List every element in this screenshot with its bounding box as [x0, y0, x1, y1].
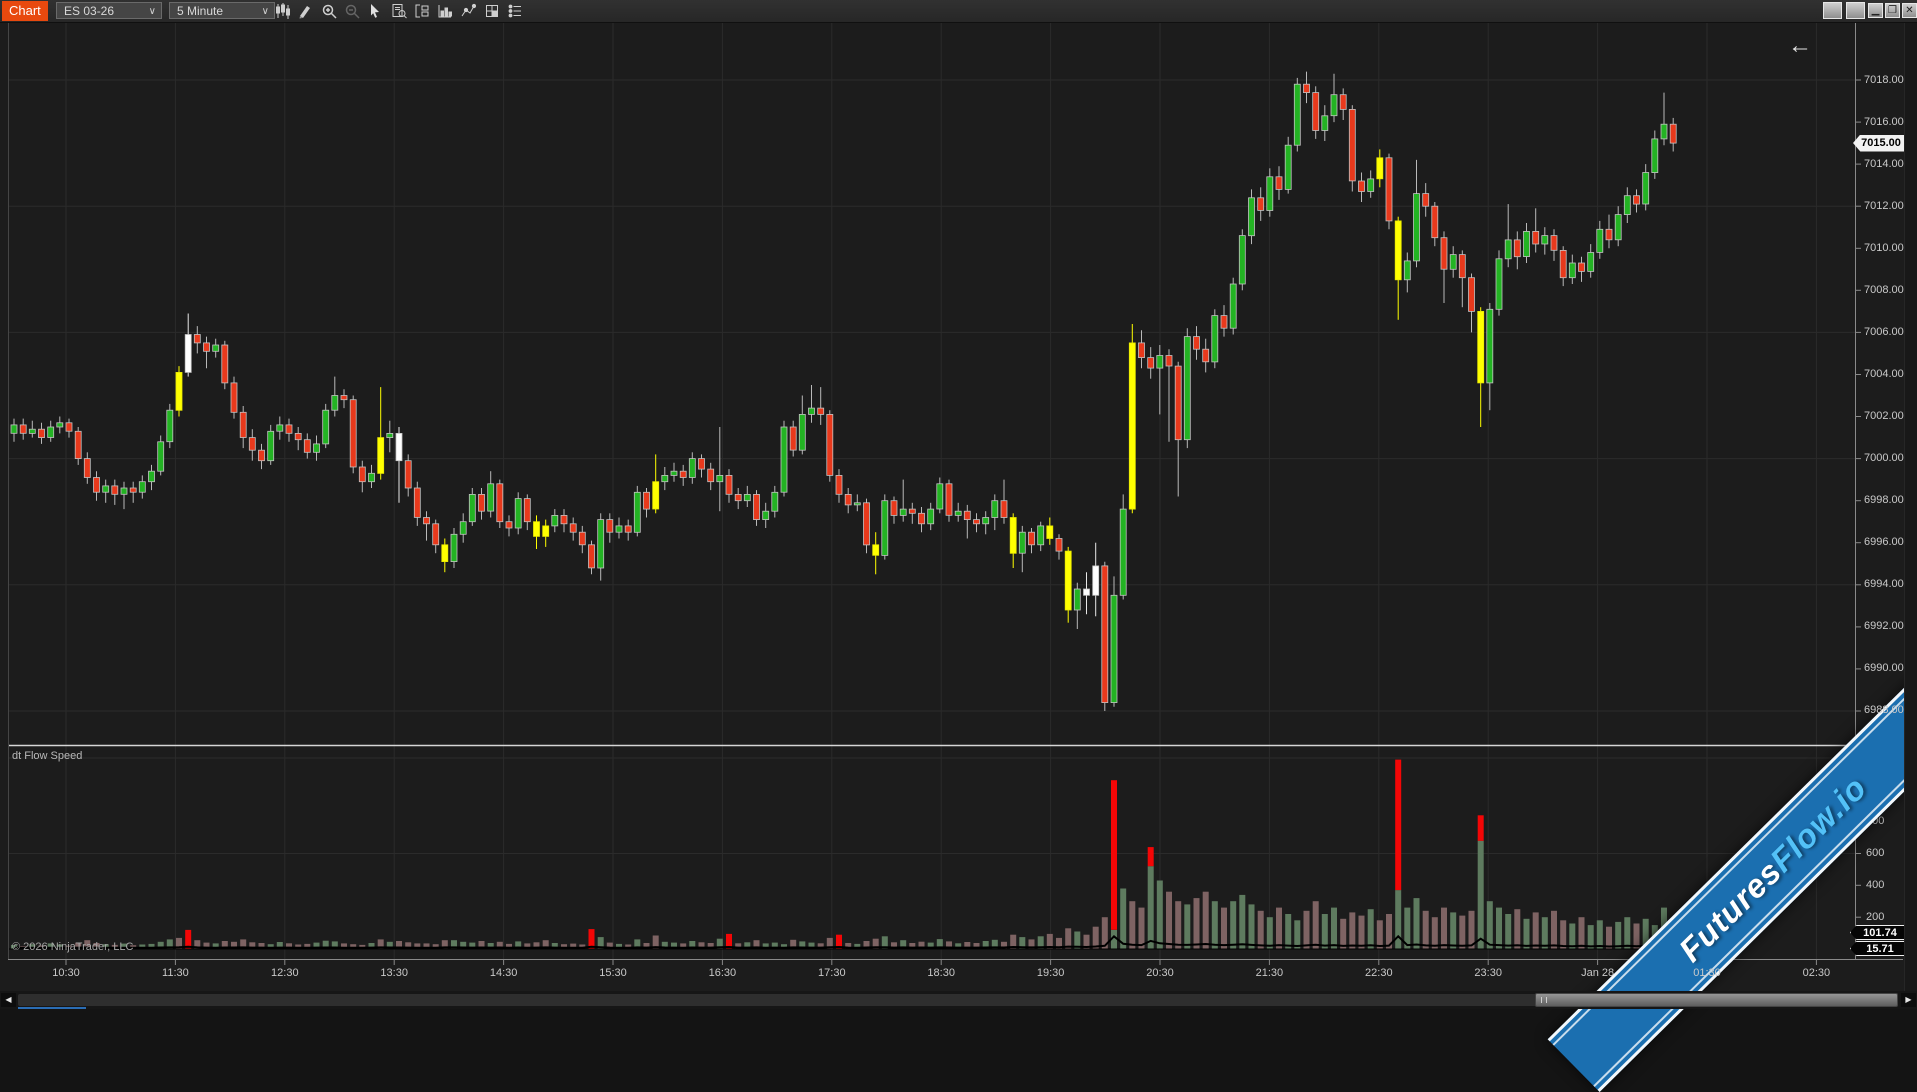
order-panel-icon[interactable] [412, 1, 432, 21]
candlestick-chart-icon[interactable] [272, 1, 292, 21]
chart-window: Chart ES 03-26 ∨ 5 Minute ∨ ▁ ❐ ✕ 1200 10… [0, 0, 1917, 1009]
interval-dropdown[interactable]: 5 Minute ∨ [169, 2, 275, 19]
instrument-dropdown-value: ES 03-26 [64, 4, 115, 18]
restore-icon: ❐ [1888, 5, 1897, 16]
goto-last-bar-arrow-icon: ← [1788, 32, 1812, 59]
indicator-chart-icon[interactable] [435, 1, 455, 21]
scroll-left-arrow-icon[interactable]: ◀ [1, 993, 16, 1007]
line-tools-icon[interactable] [458, 1, 478, 21]
minimize-icon: ▁ [1871, 5, 1880, 16]
cursor-icon[interactable] [365, 1, 385, 21]
toolbar: Chart ES 03-26 ∨ 5 Minute ∨ ▁ ❐ ✕ [0, 0, 1917, 23]
zoom-in-icon[interactable] [319, 1, 339, 21]
chevron-down-icon: ∨ [148, 6, 156, 17]
chart-plot[interactable] [0, 0, 1917, 1009]
instrument-dropdown[interactable]: ES 03-26 ∨ [56, 2, 162, 19]
list-settings-icon[interactable] [505, 1, 525, 21]
minimize-button[interactable]: ▁ [1868, 3, 1883, 18]
workspace-button-1[interactable] [1823, 2, 1842, 19]
restore-button[interactable]: ❐ [1885, 3, 1900, 18]
vertical-scrollbar[interactable] [1904, 23, 1917, 991]
chevron-down-icon: ∨ [261, 6, 269, 17]
report-search-icon[interactable] [389, 1, 409, 21]
tab-chart[interactable]: Chart [2, 1, 48, 21]
horizontal-scrollbar[interactable]: ◀ ▶ [0, 991, 1917, 1009]
zoom-out-icon [342, 1, 362, 21]
horizontal-scrollbar-track[interactable] [18, 994, 1898, 1006]
grid-properties-icon[interactable] [482, 1, 502, 21]
close-button[interactable]: ✕ [1902, 3, 1917, 18]
scrollbar-accent [18, 1007, 86, 1009]
scroll-right-arrow-icon[interactable]: ▶ [1901, 993, 1916, 1007]
horizontal-scrollbar-thumb[interactable] [1535, 993, 1898, 1007]
close-icon: ✕ [1905, 5, 1914, 16]
workspace-button-2[interactable] [1846, 2, 1865, 19]
interval-dropdown-value: 5 Minute [177, 4, 224, 18]
pencil-draw-icon[interactable] [295, 1, 315, 21]
